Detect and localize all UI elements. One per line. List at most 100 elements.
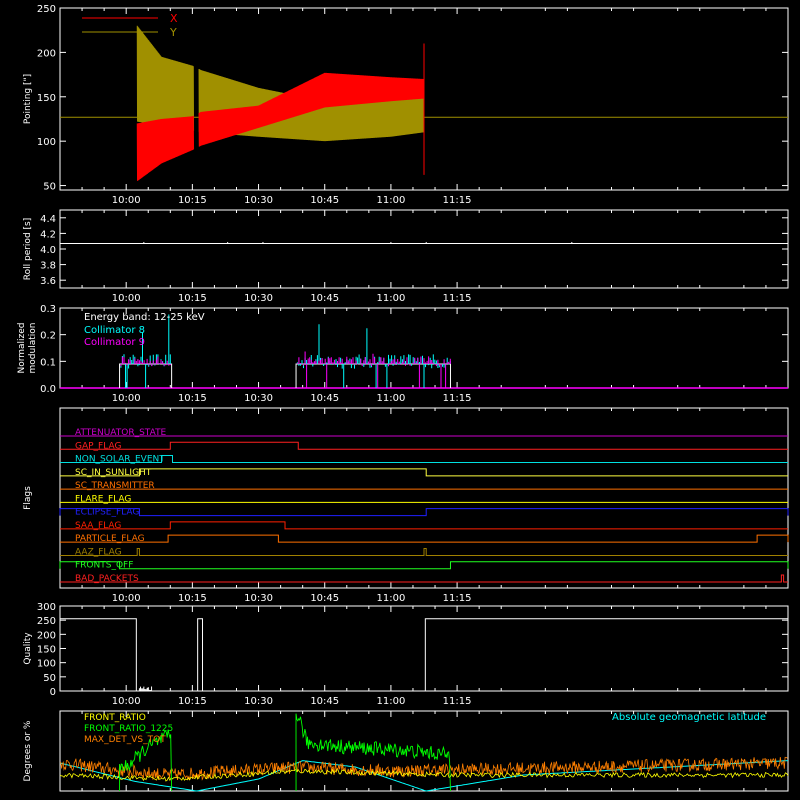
- y-tick-label: 250: [37, 4, 56, 15]
- flag-label: SC_IN_SUNLIGHT: [75, 468, 152, 478]
- flag-trace: [60, 468, 788, 477]
- x-tick-label: 11:00: [376, 293, 405, 304]
- x-tick-label: 10:00: [112, 393, 141, 404]
- flag-label: BAD_PACKETS: [75, 574, 139, 584]
- x-tick-label: 10:15: [178, 293, 207, 304]
- y-axis-label: modulation: [28, 323, 38, 374]
- x-tick-label: 11:00: [376, 696, 405, 707]
- x-tick-label: 10:45: [310, 593, 339, 604]
- x-tick-label: 11:15: [443, 696, 472, 707]
- x-tick-label: 10:45: [310, 696, 339, 707]
- x-tick-label: 10:15: [178, 593, 207, 604]
- pointing-series-X: [198, 72, 425, 147]
- modulation-series-collimator-9: [296, 351, 451, 388]
- y-tick-label: 4.2: [40, 229, 56, 240]
- panel-flags: 10:00 10:15 10:30 10:45 11:00 11:15 Flags ATTEN…: [23, 407, 789, 604]
- geomag-annotation: Absolute geomagnetic latitude: [612, 712, 766, 723]
- flag-trace: [59, 508, 789, 517]
- y-tick-label: 300: [37, 602, 56, 613]
- x-tick-label: 10:15: [178, 195, 207, 206]
- x-tick-label: 10:00: [112, 696, 141, 707]
- panel-frame: [59, 407, 789, 589]
- x-tick-label: 10:30: [244, 393, 273, 404]
- panel-frame: [59, 209, 789, 289]
- x-tick-label: 11:15: [443, 393, 472, 404]
- x-tick-label: 11:15: [443, 195, 472, 206]
- y-axis-label: Quality: [23, 632, 33, 665]
- legend-label-Y: Y: [169, 26, 177, 39]
- front-ratio-1225-trace: [295, 713, 451, 792]
- y-tick-label: 150: [37, 645, 56, 656]
- legend-label-max-det-vs-tot: MAX_DET_VS_TOT: [84, 735, 166, 745]
- y-axis-label: Flags: [23, 486, 33, 510]
- y-tick-label: 200: [37, 48, 56, 59]
- x-tick-label: 10:30: [244, 195, 273, 206]
- flag-label: ECLIPSE_FLAG: [75, 508, 139, 518]
- panel-roll: 10:00 10:15 10:30 10:45 11:00 11:15 3.6 3.8 4.0 4…: [23, 209, 789, 304]
- y-tick-label: 0.1: [40, 357, 56, 368]
- y-tick-label: 3.6: [40, 276, 56, 287]
- x-tick-label: 11:00: [376, 195, 405, 206]
- legend-label-X: X: [170, 12, 178, 25]
- max-det-vs-tot-trace: [59, 756, 788, 781]
- flag-trace: [60, 455, 788, 464]
- legend-label-collimator-8: Collimator 8: [84, 325, 145, 336]
- flag-label: SAA_FLAG: [75, 521, 121, 531]
- flag-label: NON_SOLAR_EVENT: [75, 455, 165, 465]
- flag-label: PARTICLE_FLAG: [75, 534, 145, 544]
- y-axis-label: Normalized: [17, 322, 27, 373]
- front-ratio-1225-trace: [119, 729, 173, 792]
- pointing-series-X: [136, 115, 195, 181]
- y-tick-label: 50: [43, 673, 56, 684]
- flag-trace: [60, 574, 788, 583]
- x-tick-label: 11:15: [443, 293, 472, 304]
- y-tick-label: 150: [37, 93, 56, 104]
- front-ratio-trace: [59, 768, 789, 782]
- x-tick-label: 11:15: [443, 593, 472, 604]
- x-tick-label: 10:00: [112, 293, 141, 304]
- y-axis-label: Pointing ["]: [23, 74, 33, 124]
- y-tick-label: 0.3: [40, 304, 56, 315]
- pointing-series-Y: [136, 25, 195, 131]
- x-tick-label: 11:00: [376, 593, 405, 604]
- y-tick-label: 4.4: [40, 214, 56, 225]
- modulation-series-collimator-9: [120, 356, 171, 367]
- y-axis-label: Roll period [s]: [23, 218, 33, 280]
- legend-label-front-ratio-1225: FRONT_RATIO_1225: [84, 724, 173, 734]
- legend-label-front-ratio: FRONT_RATIO: [84, 713, 146, 723]
- x-tick-label: 10:00: [112, 195, 141, 206]
- modulation-series-collimator-8: [296, 324, 451, 388]
- panel-ratios: Degrees or % FRONT_RATIOFRONT_RATIO_1225M…: [23, 710, 789, 792]
- panel-quality: 10:00 10:15 10:30 10:45 11:00 11:15 0 50 100 150 2…: [23, 602, 789, 707]
- flag-trace: [60, 521, 788, 530]
- pointing-series-Y: [198, 69, 425, 142]
- flag-label: ATTENUATOR_STATE: [75, 428, 167, 438]
- x-tick-label: 10:30: [244, 696, 273, 707]
- y-tick-label: 4.0: [40, 245, 56, 256]
- y-tick-label: 0.0: [40, 384, 56, 395]
- quality-trace: [60, 618, 788, 692]
- quality-bumps: [138, 686, 153, 691]
- y-tick-label: 0: [50, 687, 56, 698]
- x-tick-label: 10:45: [310, 393, 339, 404]
- legend-label-collimator-9: Collimator 9: [84, 337, 145, 348]
- x-tick-label: 10:45: [310, 195, 339, 206]
- flag-trace: [60, 441, 788, 450]
- panel-frame: [59, 710, 789, 792]
- x-tick-label: 10:15: [178, 393, 207, 404]
- flag-label: FLARE_FLAG: [75, 494, 131, 504]
- y-tick-label: 250: [37, 616, 56, 627]
- y-tick-label: 0.2: [40, 331, 56, 342]
- x-tick-label: 10:30: [244, 593, 273, 604]
- flag-label: GAP_FLAG: [75, 441, 121, 451]
- y-tick-label: 200: [37, 630, 56, 641]
- y-axis-label: Degrees or %: [23, 720, 33, 781]
- y-tick-label: 50: [43, 182, 56, 193]
- flag-trace: [60, 534, 789, 543]
- x-tick-label: 10:30: [244, 293, 273, 304]
- flag-label: AAZ_FLAG: [75, 547, 122, 557]
- modulation-energy-annotation: Energy band: 12-25 keV: [84, 312, 205, 323]
- x-tick-label: 10:15: [178, 696, 207, 707]
- geomag-latitude-trace: [59, 760, 789, 792]
